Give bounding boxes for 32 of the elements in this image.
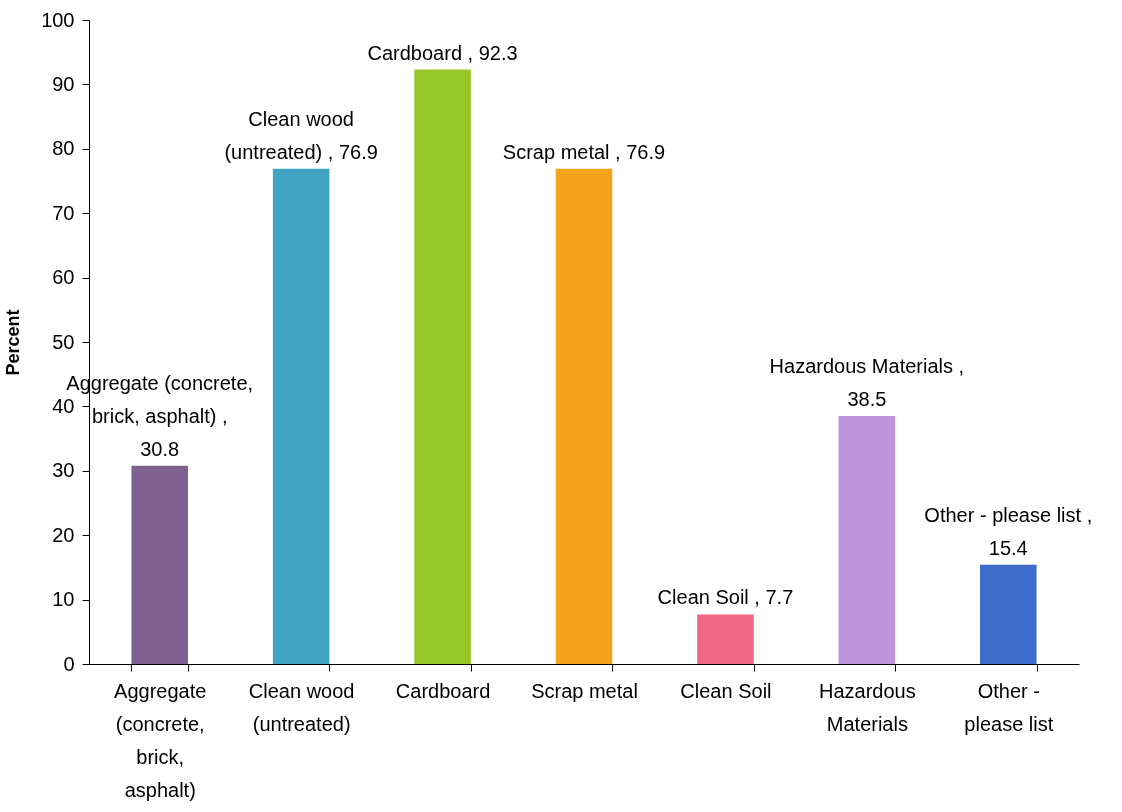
y-tick-label: 40: [52, 394, 75, 417]
x-tick-label: Clean Soil: [680, 679, 772, 702]
data-label: Clean wood (untreated) , 76.9: [224, 107, 378, 163]
y-tick-label: 0: [63, 652, 75, 675]
x-tick-label: Other - please list: [964, 679, 1054, 735]
y-tick-label: 20: [52, 523, 75, 546]
data-label: Hazardous Materials , 38.5: [769, 355, 965, 411]
x-tick-label: Cardboard: [395, 679, 491, 702]
bar: [414, 69, 471, 664]
bar: [555, 168, 613, 664]
x-tick-label: Hazardous Materials: [819, 679, 916, 735]
y-tick-label: 50: [52, 330, 75, 353]
bar: [980, 564, 1037, 664]
data-label: Clean Soil , 7.7: [657, 586, 794, 609]
y-tick-label: 90: [52, 72, 75, 95]
bar: [131, 465, 188, 664]
data-label: Other - please list , 15.4: [924, 503, 1093, 559]
y-tick-label: 10: [52, 588, 75, 611]
y-axis-title: Percent: [3, 309, 24, 376]
x-tick-label: Clean wood (untreated): [248, 679, 355, 735]
y-tick-label: 80: [52, 137, 75, 160]
x-tick-label: Aggregate (concrete, brick, asphalt): [114, 679, 207, 801]
bar: [838, 416, 896, 664]
y-tick-label: 30: [52, 459, 75, 482]
y-tick-label: 100: [41, 8, 75, 31]
x-tick-label: Scrap metal: [531, 679, 638, 702]
bar: [697, 614, 754, 664]
data-label: Scrap metal , 76.9: [502, 140, 666, 163]
bar: [272, 168, 330, 664]
data-label: Cardboard , 92.3: [367, 41, 518, 64]
y-tick-label: 60: [52, 266, 75, 289]
y-tick-label: 70: [52, 201, 75, 224]
